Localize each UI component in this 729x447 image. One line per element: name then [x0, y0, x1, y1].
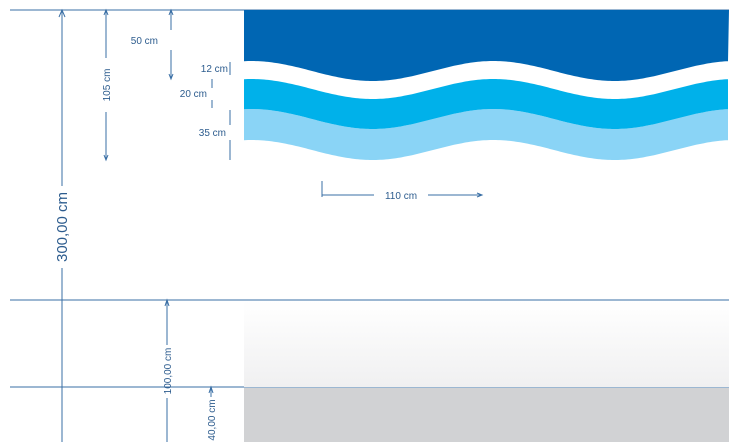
- label-white-gap: 12 cm: [201, 64, 228, 75]
- dimension-bottom-zone: [208, 385, 214, 397]
- wave-band-mid-blue: [244, 79, 728, 129]
- label-wave-period: 110 cm: [385, 191, 417, 202]
- label-top-band: 50 cm: [131, 36, 158, 47]
- wave-band-light-blue: [244, 109, 728, 160]
- dimension-wave-area: [103, 8, 109, 162]
- label-light-band: 35 cm: [199, 128, 226, 139]
- wave-band-dark-blue: [244, 10, 729, 81]
- lower-light-band: [244, 301, 729, 387]
- bottom-grey-band: [244, 388, 729, 442]
- dimension-lower-zone: [164, 298, 170, 442]
- label-total-height: 300,00 cm: [54, 192, 71, 262]
- dimension-wave-period: [321, 181, 484, 198]
- label-lower-zone: 100,00 cm: [163, 348, 174, 395]
- label-bottom-zone: 40,00 cm: [207, 399, 218, 440]
- dimension-total-height: [58, 8, 66, 442]
- label-mid-band: 20 cm: [180, 89, 207, 100]
- label-wave-area-height: 105 cm: [102, 69, 113, 102]
- dimension-top-band: [168, 8, 174, 81]
